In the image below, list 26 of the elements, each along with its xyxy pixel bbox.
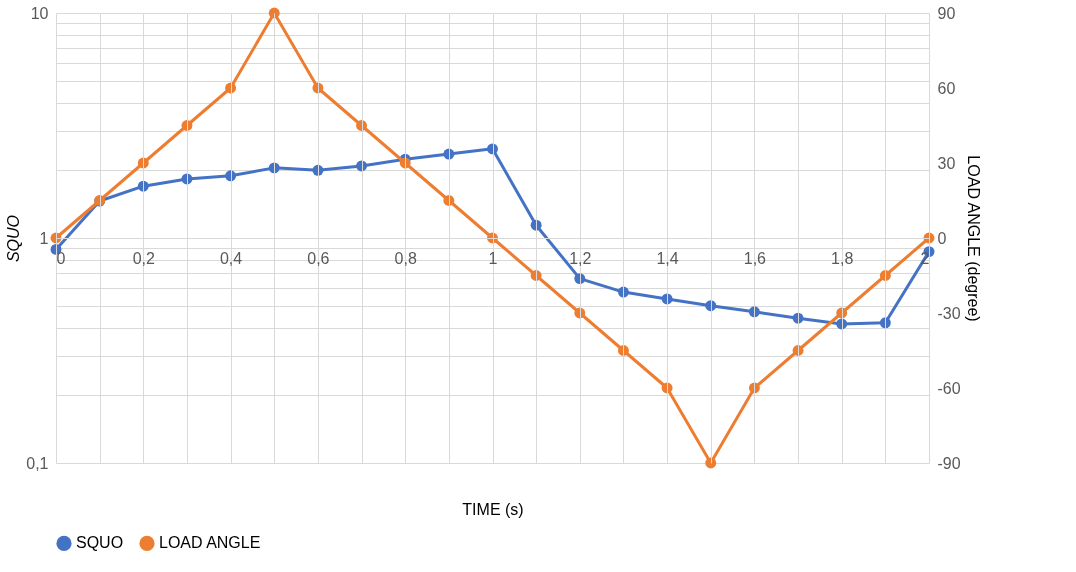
- x-tick-label: 1,2: [569, 249, 592, 267]
- y2-tick-label: -60: [937, 379, 961, 397]
- x-tick-label: 1: [488, 249, 498, 267]
- y-tick-label: 1: [39, 229, 49, 247]
- x-tick-label: 0: [56, 249, 66, 267]
- x-tick-label: 2: [920, 249, 930, 267]
- y2-axis-title: LOAD ANGLE (degree): [964, 155, 982, 322]
- x-tick-label: 0,4: [219, 249, 243, 267]
- x-tick-label: 0,2: [132, 249, 156, 267]
- x-tick-label: 1,4: [656, 249, 679, 267]
- y2-tick-label: 90: [937, 4, 956, 22]
- x-axis-title: TIME (s): [462, 500, 524, 518]
- y2-tick-label: -90: [937, 454, 961, 472]
- y-axis-title: SQUO: [5, 214, 23, 263]
- legend-label: SQUO: [76, 534, 124, 552]
- x-tick-label: 1,8: [831, 249, 854, 267]
- x-tick-label: 0,6: [307, 249, 330, 267]
- x-tick-label: 0,8: [394, 249, 417, 267]
- legend-label: LOAD ANGLE: [159, 534, 261, 552]
- y-tick-label: 0,1: [26, 454, 49, 472]
- y-tick-label: 10: [30, 4, 49, 22]
- x-tick-label: 1,6: [743, 249, 767, 267]
- y2-tick-label: 0: [937, 229, 947, 247]
- y2-tick-label: 60: [937, 79, 956, 97]
- y2-tick-label: -30: [937, 304, 961, 322]
- y2-tick-label: 30: [937, 154, 956, 172]
